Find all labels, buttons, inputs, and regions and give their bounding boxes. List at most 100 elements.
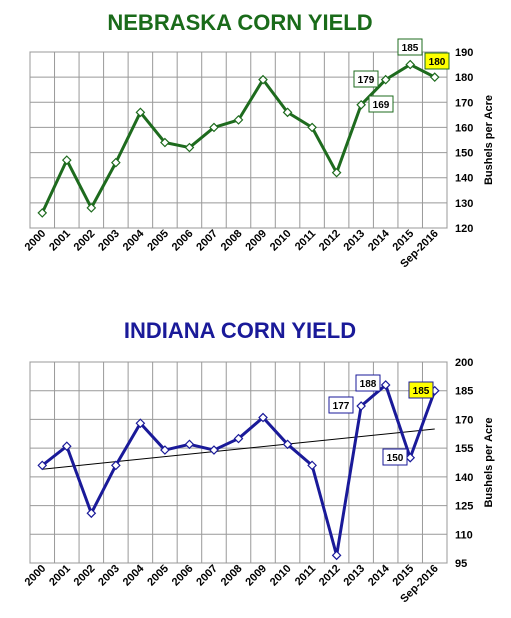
data-point xyxy=(61,155,72,165)
data-point xyxy=(258,412,268,423)
y-tick-label: 180 xyxy=(455,72,473,84)
data-point xyxy=(331,167,342,178)
x-tick-label: 2010 xyxy=(268,228,294,254)
y-tick-label: 155 xyxy=(455,443,473,455)
data-label: 169 xyxy=(373,100,390,111)
data-point xyxy=(282,107,293,118)
x-tick-label: 2010 xyxy=(268,563,294,589)
data-label-box xyxy=(368,95,394,113)
data-point xyxy=(184,439,195,450)
plot-area xyxy=(29,361,448,564)
y-tick-label: 190 xyxy=(455,47,473,59)
data-point xyxy=(307,122,317,133)
data-point xyxy=(160,137,170,148)
x-tick-label: 2002 xyxy=(72,228,98,254)
y-tick-label: 185 xyxy=(455,386,473,398)
data-point xyxy=(233,115,244,125)
x-tick-label: 2000 xyxy=(23,563,49,589)
chart-title: NEBRASKA CORN YIELD xyxy=(107,10,372,35)
y-tick-label: 120 xyxy=(455,223,473,235)
data-point xyxy=(405,59,416,70)
trendline xyxy=(42,428,435,470)
data-point xyxy=(429,72,440,82)
data-label: 180 xyxy=(429,57,446,68)
x-tick-label: 2001 xyxy=(47,228,73,254)
x-tick-label: 2007 xyxy=(194,228,220,254)
data-point xyxy=(405,452,416,463)
y-tick-label: 110 xyxy=(455,529,473,541)
data-point xyxy=(307,460,317,471)
y-axis-label: Bushels per Acre xyxy=(483,95,495,185)
data-point xyxy=(160,445,170,455)
data-point xyxy=(135,418,146,429)
x-tick-label: 2004 xyxy=(121,562,147,588)
data-label-box xyxy=(424,52,450,70)
data-label-box xyxy=(353,70,379,88)
y-tick-label: 170 xyxy=(455,97,473,109)
data-label-box xyxy=(397,38,423,56)
data-label-box xyxy=(328,396,354,414)
x-tick-label: 2002 xyxy=(72,563,98,589)
data-point xyxy=(86,203,97,213)
data-label-box xyxy=(408,381,434,399)
y-tick-label: 140 xyxy=(455,472,473,484)
data-point xyxy=(37,460,48,471)
x-tick-label: 2009 xyxy=(243,563,269,589)
x-tick-label: 2008 xyxy=(219,228,245,254)
y-axis-label: Bushels per Acre xyxy=(483,417,495,507)
data-point xyxy=(61,441,72,452)
x-tick-label: 2012 xyxy=(317,563,343,589)
data-label: 185 xyxy=(402,43,419,54)
data-point xyxy=(111,157,121,168)
x-tick-label: 2005 xyxy=(145,563,171,589)
x-tick-label: 2014 xyxy=(366,562,392,588)
data-point xyxy=(282,439,293,450)
x-tick-label: 2003 xyxy=(96,228,122,254)
x-tick-label: 2009 xyxy=(243,228,269,254)
x-tick-label: 2005 xyxy=(145,228,171,254)
chart-title: INDIANA CORN YIELD xyxy=(124,318,356,343)
x-tick-label: 2006 xyxy=(170,563,196,589)
data-label: 185 xyxy=(413,386,430,397)
y-tick-label: 160 xyxy=(455,122,473,134)
data-point xyxy=(209,445,219,455)
data-point xyxy=(380,74,391,85)
x-tick-label: 2013 xyxy=(341,563,367,589)
data-point xyxy=(111,460,121,471)
x-tick-label: 2003 xyxy=(96,563,122,589)
x-tick-label: 2004 xyxy=(121,227,147,253)
data-point xyxy=(356,401,366,411)
y-tick-label: 95 xyxy=(455,558,467,570)
x-tick-label: 2013 xyxy=(341,228,367,254)
data-point xyxy=(209,122,219,133)
data-point xyxy=(86,508,97,519)
y-tick-label: 170 xyxy=(455,414,473,426)
x-tick-label: 2000 xyxy=(23,228,49,254)
y-tick-label: 200 xyxy=(455,357,473,369)
data-label-box xyxy=(355,374,381,392)
x-tick-label: 2012 xyxy=(317,228,343,254)
data-label: 177 xyxy=(333,401,350,412)
data-point xyxy=(233,433,244,444)
x-tick-label: 2007 xyxy=(194,563,220,589)
data-point xyxy=(135,107,146,118)
chart-nebraska: NEBRASKA CORN YIELD 120 130 140 150 160 170 180… xyxy=(23,10,495,270)
x-tick-label: 2006 xyxy=(170,228,196,254)
y-tick-label: 130 xyxy=(455,198,473,210)
data-label-box xyxy=(382,448,408,466)
x-tick-label: 2014 xyxy=(366,227,392,253)
x-tick-label: 2008 xyxy=(219,563,245,589)
y-tick-label: 150 xyxy=(455,148,473,160)
data-label: 188 xyxy=(360,379,377,390)
data-label: 179 xyxy=(358,75,375,86)
data-label: 150 xyxy=(387,453,404,464)
chart-indiana: INDIANA CORN YIELD 95 110 125 140 155 170 185 20… xyxy=(23,318,495,605)
x-tick-label: 2001 xyxy=(47,563,73,589)
data-point xyxy=(331,550,342,561)
data-point xyxy=(258,74,268,85)
data-point xyxy=(37,208,48,218)
data-point xyxy=(184,142,195,153)
y-tick-label: 125 xyxy=(455,501,473,513)
x-tick-label: 2011 xyxy=(293,228,318,253)
